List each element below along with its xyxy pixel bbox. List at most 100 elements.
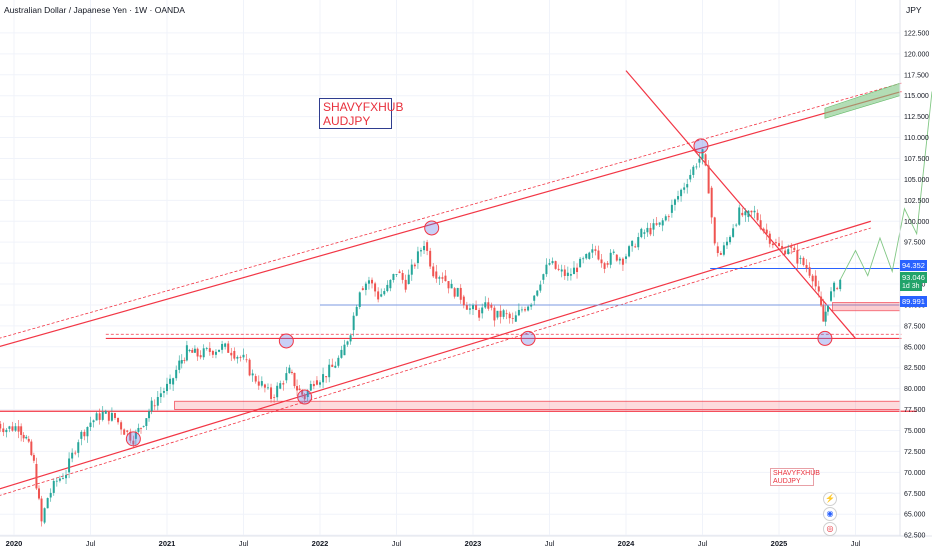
candle-body	[371, 279, 374, 284]
candle-body	[536, 290, 539, 296]
candle-body	[790, 246, 793, 248]
candle-body	[830, 291, 833, 301]
watermark-box-small: SHAVYFXHUB AUDJPY	[770, 468, 820, 486]
candle-body	[738, 207, 741, 225]
candle-body	[218, 349, 221, 352]
candle-body	[0, 423, 2, 429]
candle-body	[120, 422, 123, 430]
eye-icon[interactable]: ◎	[823, 522, 837, 536]
lower-channel-dashed	[0, 227, 871, 496]
candle-body	[781, 246, 784, 250]
candle-body	[14, 426, 17, 431]
candle-body	[211, 350, 214, 355]
candle-body	[689, 174, 692, 180]
candle-body	[741, 212, 744, 216]
candle-body	[441, 277, 444, 279]
candle-body	[625, 256, 627, 259]
y-tick-label: 87.500	[904, 323, 926, 330]
candle-body	[670, 204, 673, 213]
y-tick-label: 115.000	[904, 93, 929, 100]
candle-body	[447, 281, 450, 289]
x-tick-label: Jul	[86, 539, 96, 548]
candle-body	[628, 246, 631, 257]
candle-body	[579, 258, 582, 268]
grid	[0, 0, 900, 536]
candle-body	[208, 348, 211, 352]
candle-body	[759, 220, 762, 229]
candle-body	[22, 434, 25, 439]
candle-body	[802, 257, 805, 265]
candle-body	[71, 452, 74, 459]
candle-body	[765, 229, 768, 234]
candle-body	[478, 309, 481, 318]
candle-body	[658, 222, 661, 225]
candle-body	[40, 498, 43, 522]
x-axis[interactable]: 2020 Jul 2021 Jul 2022 Jul 2023 Jul 2024 Jul 2025 J…	[6, 539, 861, 548]
x-tick-label: 2020	[6, 539, 23, 548]
candle-body	[557, 268, 560, 270]
candle-body	[548, 263, 551, 265]
candle-body	[808, 267, 811, 276]
candle-body	[361, 288, 364, 290]
watermark-box: SHAVYFXHUB AUDJPY	[319, 98, 403, 129]
candle-body	[429, 250, 432, 267]
candle-body	[30, 441, 33, 456]
y-tick-label: 120.000	[904, 51, 929, 58]
candle-body	[25, 436, 28, 439]
candle-body	[334, 365, 337, 368]
candle-body	[814, 275, 817, 287]
candle-body	[484, 302, 487, 308]
candle-body	[288, 367, 291, 374]
candle-body	[539, 284, 542, 291]
candle-body	[732, 228, 735, 237]
watermark-small-line2: AUDJPY	[773, 478, 801, 485]
candle-body	[750, 210, 753, 213]
candle-body	[416, 251, 419, 264]
candle-body	[221, 343, 224, 350]
candle-body	[296, 386, 299, 391]
candle-body	[472, 305, 474, 310]
drawings	[0, 70, 932, 496]
candle-body	[257, 381, 260, 386]
candle-body	[545, 264, 548, 275]
currency-label: JPY	[906, 5, 922, 15]
candle-body	[273, 397, 276, 398]
y-tick-label: 65.000	[904, 512, 926, 519]
candle-body	[609, 252, 612, 265]
candle-body	[319, 382, 321, 385]
x-tick-label: 2022	[312, 539, 329, 548]
candle-body	[162, 391, 165, 393]
x-tick-label: Jul	[851, 539, 861, 548]
y-tick-label: 77.500	[904, 407, 926, 414]
candle-body	[634, 246, 637, 248]
candle-body	[594, 249, 597, 251]
globe-icon[interactable]: ◉	[823, 507, 837, 521]
candle-body	[707, 165, 710, 194]
candle-body	[824, 311, 827, 322]
candle-body	[89, 422, 92, 428]
candle-body	[129, 431, 132, 441]
candle-body	[395, 274, 398, 275]
candle-body	[435, 271, 438, 279]
candle-body	[680, 189, 683, 197]
candle-body	[673, 199, 676, 205]
candle-body	[404, 279, 407, 290]
candle-body	[621, 258, 624, 265]
pivot-circle	[424, 220, 440, 236]
candle-body	[710, 187, 713, 218]
candle-body	[185, 345, 188, 361]
candle-body	[175, 369, 178, 379]
candle-body	[285, 373, 288, 381]
lightning-icon[interactable]: ⚡	[823, 492, 837, 506]
y-tick-label: 100.000	[904, 219, 929, 226]
candle-body	[817, 286, 820, 292]
candle-body	[640, 228, 643, 238]
candle-body	[683, 187, 686, 190]
candle-body	[585, 254, 588, 259]
candle-body	[615, 254, 618, 261]
x-tick-label: Jul	[545, 539, 555, 548]
candle-body	[735, 224, 738, 226]
candle-body	[836, 288, 839, 290]
candle-body	[35, 463, 38, 489]
